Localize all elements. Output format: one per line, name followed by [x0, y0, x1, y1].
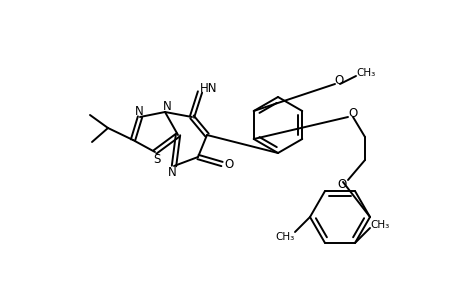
Text: HN: HN: [200, 82, 217, 94]
Text: N: N: [134, 104, 143, 118]
Text: O: O: [224, 158, 233, 170]
Text: CH₃: CH₃: [275, 232, 294, 242]
Text: CH₃: CH₃: [356, 68, 375, 78]
Text: S: S: [153, 152, 160, 166]
Text: O: O: [347, 106, 357, 119]
Text: N: N: [167, 167, 176, 179]
Text: O: O: [334, 74, 343, 86]
Text: CH₃: CH₃: [369, 220, 389, 230]
Text: N: N: [162, 100, 171, 112]
Text: O: O: [336, 178, 346, 191]
